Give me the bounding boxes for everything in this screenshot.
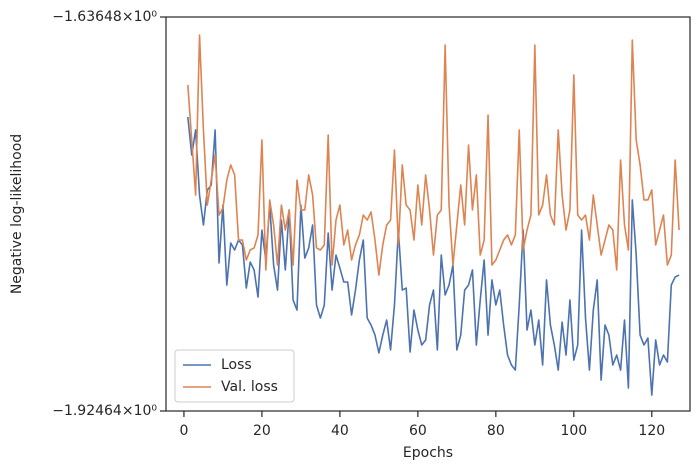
x-tick-label: 80	[487, 423, 505, 439]
y-axis-label: Negative log-likelihood	[9, 134, 25, 294]
x-tick-label: 20	[253, 423, 271, 439]
legend-box	[174, 349, 295, 403]
legend: Loss Val. loss	[174, 349, 295, 403]
legend-label: Val. loss	[221, 379, 278, 395]
x-tick-label: 60	[409, 423, 427, 439]
x-tick-label: 0	[179, 423, 188, 439]
y-tick-label: −1.92464×10⁰	[52, 403, 157, 419]
x-tick-label: 120	[638, 423, 665, 439]
x-tick-label: 40	[331, 423, 349, 439]
legend-label: Loss	[221, 357, 252, 373]
line-series	[187, 34, 680, 276]
x-axis-label: Epochs	[403, 445, 453, 461]
y-tick-label: −1.63648×10⁰	[52, 9, 157, 25]
axes-frame	[165, 16, 691, 412]
x-tick-label: 100	[560, 423, 587, 439]
